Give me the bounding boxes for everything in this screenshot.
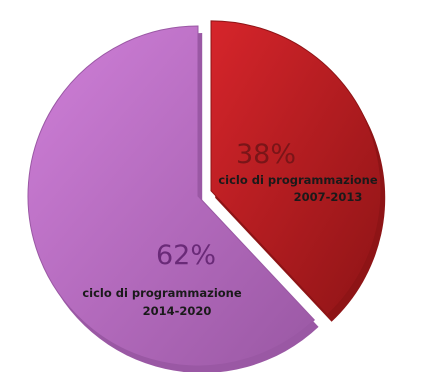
slice-label-2007-2013-line1: ciclo di programmazione <box>218 173 378 187</box>
pie-slice-2014-2020 <box>27 25 316 367</box>
slice-label-2007-2013-line2: 2007-2013 <box>294 190 363 204</box>
pie-slice-2007-2013 <box>210 20 382 316</box>
slice-label-2014-2020-line1: ciclo di programmazione <box>82 286 242 300</box>
slice-label-2014-2020-line2: 2014-2020 <box>143 304 212 318</box>
slice-percent-label-2007-2013: 38% <box>236 139 296 170</box>
slice-percent-label-2014-2020: 62% <box>156 240 216 271</box>
